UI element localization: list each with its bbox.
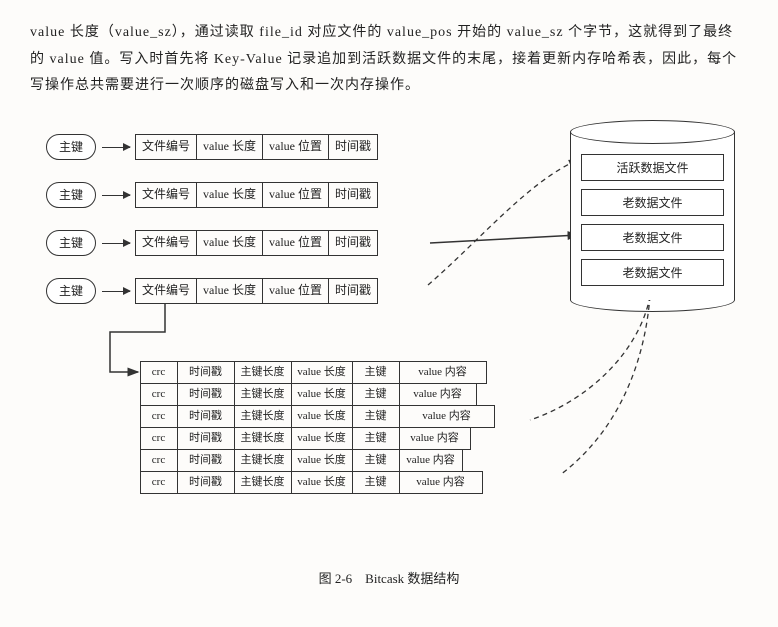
cell-value-pos: value 位置 xyxy=(263,231,329,255)
old-file: 老数据文件 xyxy=(581,259,724,286)
rcell-key: 主键 xyxy=(352,471,400,494)
rcell-value: value 内容 xyxy=(399,361,487,384)
rcell-ts: 时间戳 xyxy=(177,405,235,428)
rcell-klen: 主键长度 xyxy=(234,405,292,428)
rcell-vlen: value 长度 xyxy=(291,449,353,472)
record-row: crc 时间戳 主键长度 value 长度 主键 value 内容 xyxy=(140,384,494,406)
rcell-value: value 内容 xyxy=(399,471,483,494)
cell-file-id: 文件编号 xyxy=(136,135,197,159)
cell-value-pos: value 位置 xyxy=(263,279,329,303)
old-file: 老数据文件 xyxy=(581,189,724,216)
rcell-key: 主键 xyxy=(352,405,400,428)
rcell-value: value 内容 xyxy=(399,405,495,428)
cell-timestamp: 时间戳 xyxy=(329,183,377,207)
arrow xyxy=(102,147,130,149)
rcell-key: 主键 xyxy=(352,383,400,406)
rcell-ts: 时间戳 xyxy=(177,449,235,472)
rcell-key: 主键 xyxy=(352,449,400,472)
record-row: crc 时间戳 主键长度 value 长度 主键 value 内容 xyxy=(140,428,494,450)
rcell-ts: 时间戳 xyxy=(177,361,235,384)
record-table: crc 时间戳 主键长度 value 长度 主键 value 内容 crc 时间… xyxy=(140,362,494,494)
arrow xyxy=(102,291,130,293)
cell-timestamp: 时间戳 xyxy=(329,135,377,159)
figure-caption: 图 2-6 Bitcask 数据结构 xyxy=(30,568,748,587)
rcell-klen: 主键长度 xyxy=(234,449,292,472)
rcell-crc: crc xyxy=(140,405,178,428)
cell-value-pos: value 位置 xyxy=(263,135,329,159)
cell-value-len: value 长度 xyxy=(197,183,263,207)
intro-paragraph: value 长度（value_sz），通过读取 file_id 对应文件的 va… xyxy=(30,20,748,100)
bitcask-diagram: 主键 文件编号 value 长度 value 位置 时间戳 主键 文件编号 va… xyxy=(30,120,748,560)
cell-value-len: value 长度 xyxy=(197,231,263,255)
cell-value-pos: value 位置 xyxy=(263,183,329,207)
rcell-key: 主键 xyxy=(352,361,400,384)
rcell-ts: 时间戳 xyxy=(177,471,235,494)
rcell-vlen: value 长度 xyxy=(291,471,353,494)
rcell-klen: 主键长度 xyxy=(234,361,292,384)
rcell-vlen: value 长度 xyxy=(291,383,353,406)
rcell-crc: crc xyxy=(140,449,178,472)
rcell-vlen: value 长度 xyxy=(291,405,353,428)
index-row: 文件编号 value 长度 value 位置 时间戳 xyxy=(135,182,378,208)
index-row: 文件编号 value 长度 value 位置 时间戳 xyxy=(135,134,378,160)
rcell-value: value 内容 xyxy=(399,449,463,472)
cell-timestamp: 时间戳 xyxy=(329,279,377,303)
rcell-crc: crc xyxy=(140,427,178,450)
key-node: 主键 xyxy=(46,278,96,304)
index-row: 文件编号 value 长度 value 位置 时间戳 xyxy=(135,278,378,304)
cell-value-len: value 长度 xyxy=(197,135,263,159)
active-file: 活跃数据文件 xyxy=(581,154,724,181)
arrow xyxy=(102,243,130,245)
rcell-klen: 主键长度 xyxy=(234,383,292,406)
rcell-klen: 主键长度 xyxy=(234,427,292,450)
old-file: 老数据文件 xyxy=(581,224,724,251)
rcell-ts: 时间戳 xyxy=(177,383,235,406)
rcell-crc: crc xyxy=(140,383,178,406)
key-node: 主键 xyxy=(46,182,96,208)
index-row: 文件编号 value 长度 value 位置 时间戳 xyxy=(135,230,378,256)
key-node: 主键 xyxy=(46,134,96,160)
rcell-klen: 主键长度 xyxy=(234,471,292,494)
key-node: 主键 xyxy=(46,230,96,256)
arrow xyxy=(102,195,130,197)
rcell-key: 主键 xyxy=(352,427,400,450)
rcell-crc: crc xyxy=(140,361,178,384)
rcell-ts: 时间戳 xyxy=(177,427,235,450)
cell-file-id: 文件编号 xyxy=(136,183,197,207)
cell-file-id: 文件编号 xyxy=(136,279,197,303)
rcell-vlen: value 长度 xyxy=(291,361,353,384)
rcell-value: value 内容 xyxy=(399,427,471,450)
cell-timestamp: 时间戳 xyxy=(329,231,377,255)
record-row: crc 时间戳 主键长度 value 长度 主键 value 内容 xyxy=(140,406,494,428)
cylinder-body: 活跃数据文件 老数据文件 老数据文件 老数据文件 xyxy=(570,132,735,300)
cell-value-len: value 长度 xyxy=(197,279,263,303)
rcell-value: value 内容 xyxy=(399,383,477,406)
rcell-vlen: value 长度 xyxy=(291,427,353,450)
rcell-crc: crc xyxy=(140,471,178,494)
storage-cylinder: 活跃数据文件 老数据文件 老数据文件 老数据文件 xyxy=(570,120,735,312)
record-row: crc 时间戳 主键长度 value 长度 主键 value 内容 xyxy=(140,450,494,472)
record-row: crc 时间戳 主键长度 value 长度 主键 value 内容 xyxy=(140,362,494,384)
cell-file-id: 文件编号 xyxy=(136,231,197,255)
record-row: crc 时间戳 主键长度 value 长度 主键 value 内容 xyxy=(140,472,494,494)
cylinder-top xyxy=(570,120,735,144)
